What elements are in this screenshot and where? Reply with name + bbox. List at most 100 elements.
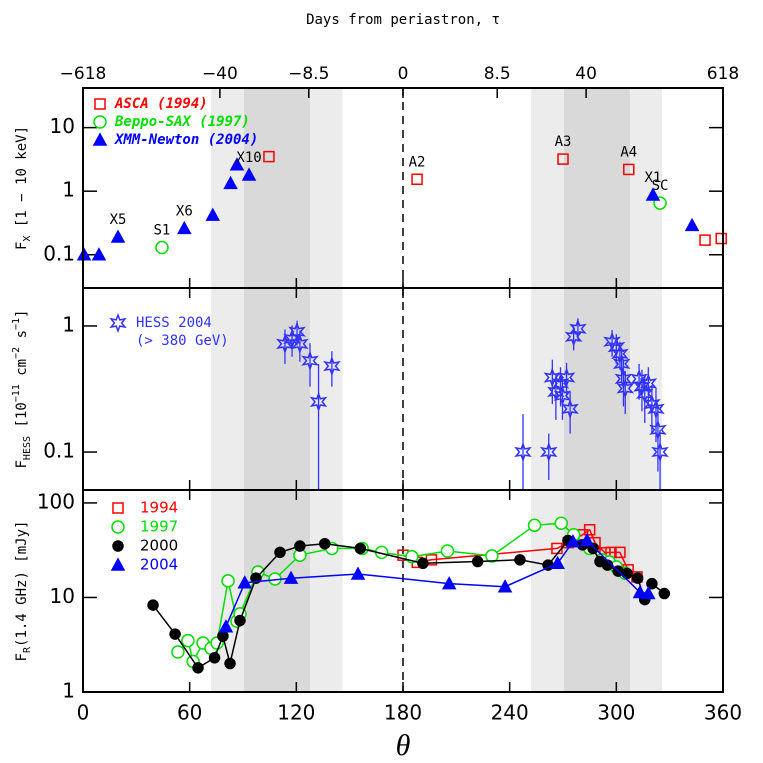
marker: [354, 542, 367, 555]
marker: [208, 652, 221, 664]
y-axis-title: FX [1 − 10 keV]: [14, 126, 33, 250]
series: S1 SC Beppo-SAX (1997): [93, 114, 669, 255]
marker: [109, 312, 127, 334]
legend-label: ASCA (1994): [114, 96, 208, 112]
y-axis-title-part: −11: [11, 384, 22, 402]
marker: [91, 247, 107, 261]
shaded-region: [211, 288, 244, 490]
marker: [699, 234, 711, 246]
marker: [229, 157, 245, 171]
marker: [527, 518, 542, 533]
marker: [112, 540, 124, 552]
legend-label: 2000: [140, 537, 178, 555]
y-tick-label: 10: [50, 114, 75, 138]
y-axis-title-part: X: [22, 236, 33, 242]
y-axis-title-part: (1.4 GHz) [mJy]: [14, 521, 30, 647]
y-tick-label: 0.1: [43, 241, 75, 265]
marker: [614, 546, 626, 559]
marker: [223, 175, 238, 190]
y-tick-label: 0.1: [43, 439, 75, 463]
marker: [110, 229, 126, 243]
x-tick-label: 240: [491, 701, 529, 725]
x-axis-title: θ: [396, 729, 411, 762]
shaded-region: [563, 288, 631, 490]
shaded-region: [243, 288, 311, 490]
y-axis-title: FR(1.4 GHz) [mJy]: [14, 521, 33, 662]
x-tick-label: 60: [177, 701, 202, 725]
marker: [288, 321, 306, 342]
panel-frame: [82, 489, 724, 693]
legend-label: 2004: [140, 556, 178, 574]
x2-tick-label: 8.5: [484, 64, 511, 84]
marker: [539, 441, 558, 463]
marker: [646, 577, 658, 590]
marker: [645, 187, 661, 201]
marker: [649, 419, 667, 440]
series-line: [402, 528, 638, 578]
x2-tick-label: −618: [60, 64, 107, 84]
marker: [632, 584, 648, 599]
marker: [417, 557, 429, 570]
marker: [553, 385, 572, 406]
marker: [616, 378, 635, 399]
marker: [274, 546, 286, 559]
marker: [221, 574, 235, 588]
y-axis-title-part: cm: [14, 359, 30, 384]
marker: [651, 441, 669, 463]
marker: [217, 630, 229, 642]
marker: [639, 373, 658, 394]
marker: [607, 336, 626, 358]
point-label: SC: [652, 178, 669, 194]
marker: [250, 572, 262, 584]
marker: [192, 662, 204, 674]
legend-note: (> 380 GeV): [136, 333, 229, 349]
shaded-region: [630, 88, 663, 288]
marker: [171, 645, 185, 659]
marker: [155, 240, 169, 255]
y-axis-title-part: −2: [11, 347, 22, 359]
marker: [205, 207, 221, 221]
y-axis-title-part: s: [14, 330, 30, 347]
marker: [647, 398, 665, 420]
point-label: A4: [620, 144, 637, 160]
marker: [611, 343, 629, 365]
marker: [561, 398, 579, 420]
marker: [92, 132, 108, 146]
y-axis-title-part: F: [14, 653, 30, 661]
legend-label: Beppo-SAX (1997): [114, 114, 250, 130]
marker: [110, 557, 126, 571]
marker: [579, 532, 595, 547]
shaded-region: [243, 490, 311, 692]
marker: [224, 657, 236, 670]
marker: [237, 575, 253, 589]
marker: [323, 355, 341, 377]
series: 2000: [112, 534, 671, 674]
marker: [301, 350, 319, 371]
y-axis-title-part: F: [14, 242, 30, 250]
marker: [715, 232, 727, 245]
point-label: X10: [236, 150, 261, 166]
x2-tick-label: 0: [398, 64, 409, 84]
shaded-region: [310, 288, 343, 490]
y-axis-title-part: −1: [11, 318, 22, 330]
y-axis-title-part: HESS: [22, 436, 33, 460]
point-label: X1: [645, 170, 662, 186]
legend-label: 1994: [140, 499, 178, 517]
shaded-region: [563, 88, 631, 288]
shaded-region: [531, 88, 564, 288]
shaded-region: [310, 490, 343, 692]
marker: [569, 318, 587, 339]
y-tick-label: 1: [62, 679, 75, 703]
marker: [601, 559, 614, 571]
marker: [684, 217, 700, 232]
marker: [291, 333, 309, 355]
y-axis-title-part: F: [14, 460, 30, 468]
y-axis-title-part: ]: [14, 310, 30, 318]
y-axis-title: FHESS [10−11 cm−2 s−1]: [11, 310, 33, 469]
marker: [497, 579, 513, 593]
x2-tick-label: 40: [575, 64, 597, 84]
x-tick-label: 0: [77, 701, 90, 725]
marker: [557, 367, 576, 388]
point-label: A2: [409, 154, 426, 170]
